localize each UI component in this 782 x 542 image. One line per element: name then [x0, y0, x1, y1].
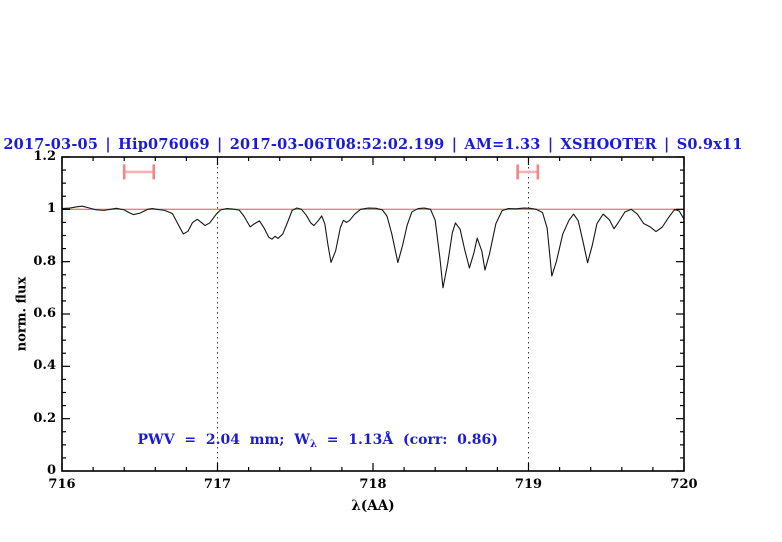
y-tick-label: 0.6 [33, 306, 56, 321]
lambda-subscript: λ [309, 439, 318, 450]
pwv-annotation-value: = 1.13Å (corr: 0.86) [317, 432, 498, 448]
x-tick-label: 720 [670, 477, 698, 492]
y-tick-label: 1 [46, 201, 56, 217]
x-axis-label: λ(AA) [351, 498, 395, 514]
y-tick-label: 1.2 [33, 149, 56, 164]
spectrum-line [61, 205, 685, 289]
y-tick-label: 0.2 [33, 410, 56, 426]
plot-area [61, 156, 685, 472]
x-tick-label: 719 [514, 477, 543, 492]
x-tick-label: 716 [48, 477, 76, 492]
x-tick-label: 717 [203, 477, 232, 492]
pwv-annotation: PWV = 2.04 mm; Wλ = 1.13Å (corr: 0.86) [118, 416, 498, 464]
y-tick-label: 0.4 [33, 358, 56, 374]
pwv-annotation-text: PWV = 2.04 mm; W [137, 432, 310, 448]
plot-title: 2017-03-05 | Hip076069 | 2017-03-06T08:5… [3, 136, 743, 153]
spectrum-canvas [61, 156, 685, 472]
y-tick-label: 0 [46, 463, 56, 478]
plot-frame-border [61, 156, 685, 472]
y-tick-label: 0.8 [33, 253, 56, 269]
x-tick-label: 718 [359, 477, 387, 492]
